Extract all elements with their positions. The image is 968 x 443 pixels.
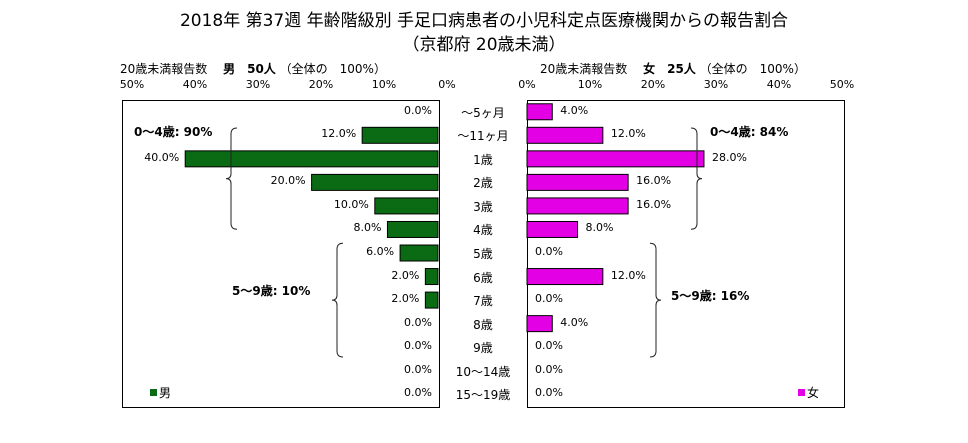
- male-value-label: 20.0%: [270, 174, 306, 188]
- female-legend-swatch: [798, 389, 805, 396]
- category-label: 1歳: [473, 152, 493, 167]
- female-value-label: 4.0%: [560, 315, 589, 329]
- category-label: 9歳: [473, 341, 493, 356]
- male-x-tick-20-: 20%: [308, 78, 334, 91]
- male-value-label: 0.0%: [404, 315, 432, 329]
- female-value-label: 28.0%: [711, 150, 747, 164]
- male-bar: [424, 268, 439, 286]
- female-bar: [526, 220, 579, 238]
- male-x-tick-0-: 0%: [438, 78, 456, 91]
- male-value-label: 8.0%: [353, 221, 382, 235]
- male-group-brace: [331, 242, 344, 358]
- male-group-brace: [225, 127, 238, 230]
- male-x-tick-30-: 30%: [245, 78, 271, 91]
- male-value-label: 2.0%: [391, 268, 420, 282]
- chart-title: 2018年 第37週 年齢階級別 手足口病患者の小児科定点医療機関からの報告割合: [179, 11, 789, 31]
- category-label: 15～19歳: [455, 388, 511, 403]
- male-bar: [311, 173, 439, 191]
- female-group-label: 5～9歳: 16%: [671, 289, 750, 303]
- male-value-label: 0.0%: [404, 339, 432, 353]
- male-total: （全体の 100%）: [279, 62, 386, 76]
- male-bar: [184, 150, 439, 168]
- category-label: 5歳: [473, 247, 493, 261]
- male-value-label: 12.0%: [321, 127, 357, 141]
- male-bar: [374, 197, 439, 215]
- male-value-label: 0.0%: [404, 103, 432, 117]
- category-label: 3歳: [473, 199, 493, 214]
- female-count: 女 25人: [643, 62, 696, 76]
- category-label: 7歳: [473, 294, 493, 309]
- female-x-tick-10-: 10%: [577, 78, 603, 91]
- male-value-label: 6.0%: [366, 245, 395, 258]
- category-label: 10～14歳: [455, 364, 511, 379]
- male-legend-label: 男: [159, 386, 172, 400]
- category-label: ～11ヶ月: [457, 129, 509, 144]
- chart-subtitle: （京都府 20歳未満）: [402, 35, 566, 55]
- female-x-tick-40-: 40%: [766, 78, 792, 91]
- male-caption: 20歳未満報告数 男 50人 （全体の 100%）: [120, 60, 386, 77]
- female-group-brace: [690, 127, 703, 230]
- category-label: 6歳: [473, 270, 493, 285]
- male-group-label: 0～4歳: 90%: [134, 125, 213, 139]
- male-value-label: 0.0%: [404, 362, 432, 376]
- male-bar: [386, 220, 439, 238]
- female-group-label: 0～4歳: 84%: [710, 125, 789, 139]
- female-bar: [526, 126, 604, 144]
- male-legend-swatch: [150, 389, 157, 396]
- female-legend: 女: [798, 384, 819, 401]
- female-bar: [526, 197, 629, 215]
- category-label: ～5ヶ月: [461, 105, 505, 120]
- female-bar: [526, 103, 553, 121]
- female-value-label: 0.0%: [535, 245, 563, 258]
- male-legend: 男: [150, 384, 171, 401]
- female-bar: [526, 150, 705, 168]
- female-bar: [526, 173, 629, 191]
- female-x-tick-20-: 20%: [640, 78, 666, 91]
- female-value-label: 16.0%: [636, 197, 672, 211]
- male-value-label: 0.0%: [404, 386, 432, 400]
- male-caption-label: 20歳未満報告数: [120, 62, 208, 76]
- female-value-label: 12.0%: [610, 268, 646, 282]
- female-group-brace: [649, 242, 662, 358]
- male-count: 男 50人: [223, 62, 276, 76]
- female-caption: 20歳未満報告数 女 25人 （全体の 100%）: [540, 60, 806, 77]
- male-value-label: 10.0%: [333, 197, 369, 211]
- female-value-label: 12.0%: [610, 127, 646, 141]
- male-value-label: 2.0%: [391, 292, 420, 306]
- female-total: （全体の 100%）: [699, 62, 806, 76]
- female-bar: [526, 315, 553, 333]
- female-x-tick-50-: 50%: [829, 78, 855, 91]
- category-label: 8歳: [473, 317, 493, 332]
- female-caption-label: 20歳未満報告数: [540, 62, 628, 76]
- male-group-label: 5～9歳: 10%: [232, 284, 311, 298]
- female-bar: [526, 268, 604, 286]
- category-label: 4歳: [473, 223, 493, 238]
- female-value-label: 16.0%: [636, 174, 672, 188]
- female-x-tick-0-: 0%: [518, 78, 536, 91]
- female-legend-label: 女: [807, 386, 820, 400]
- category-label: 2歳: [473, 176, 493, 191]
- female-value-label: 8.0%: [585, 221, 614, 235]
- male-x-tick-40-: 40%: [182, 78, 208, 91]
- female-value-label: 0.0%: [535, 362, 563, 376]
- female-x-tick-30-: 30%: [703, 78, 729, 91]
- male-bar: [424, 291, 439, 309]
- male-x-tick-10-: 10%: [371, 78, 397, 91]
- male-bar: [361, 126, 439, 144]
- male-value-label: 40.0%: [144, 150, 180, 164]
- female-value-label: 0.0%: [535, 292, 563, 306]
- male-bar: [399, 244, 439, 262]
- female-value-label: 0.0%: [535, 386, 563, 400]
- female-value-label: 0.0%: [535, 339, 563, 353]
- female-value-label: 4.0%: [560, 103, 589, 117]
- male-x-tick-50-: 50%: [119, 78, 145, 91]
